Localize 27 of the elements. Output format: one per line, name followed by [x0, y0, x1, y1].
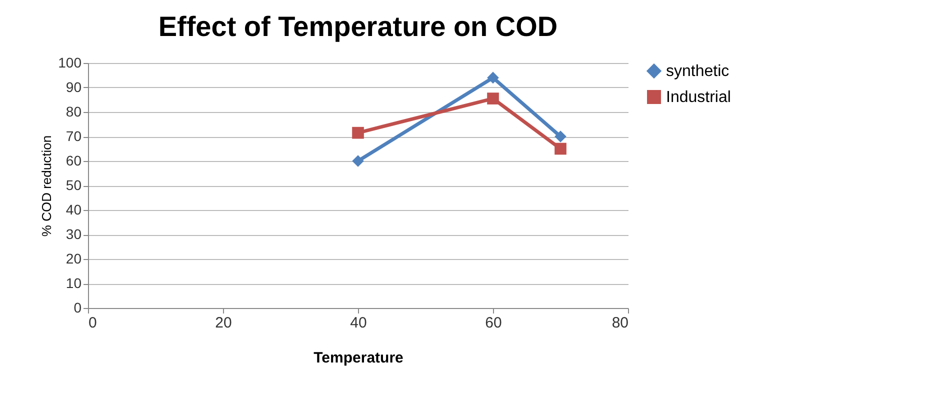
y-tick-label: 60 — [66, 152, 82, 168]
y-tick-label: 100 — [58, 54, 82, 70]
point — [352, 126, 364, 139]
y-tick-label: 70 — [66, 128, 82, 144]
y-tick-label: 90 — [66, 79, 82, 95]
point — [554, 142, 566, 155]
y-tick-label: 40 — [66, 202, 82, 218]
x-tick-label: 0 — [88, 314, 97, 332]
point — [352, 155, 364, 167]
point — [487, 72, 499, 84]
y-tick-label: 50 — [66, 177, 82, 193]
legend-label: synthetic — [666, 63, 730, 80]
x-tick-label: 80 — [612, 314, 628, 332]
y-axis-title: % COD reduction — [39, 135, 54, 237]
chart-title: Effect of Temperature on COD — [158, 11, 558, 42]
x-tick-label: 40 — [350, 314, 367, 332]
x-tick-label: 20 — [215, 314, 232, 332]
y-tick-label: 80 — [66, 104, 82, 120]
x-tick-label: 60 — [485, 314, 502, 332]
x-axis-title: Temperature — [314, 350, 404, 366]
y-tick-label: 0 — [74, 300, 82, 316]
y-tick-label: 20 — [66, 250, 82, 266]
legend-label: Industrial — [666, 89, 731, 106]
y-tick-label: 30 — [66, 226, 82, 242]
y-tick-label: 10 — [66, 275, 82, 291]
point — [554, 130, 566, 142]
point — [487, 92, 499, 104]
